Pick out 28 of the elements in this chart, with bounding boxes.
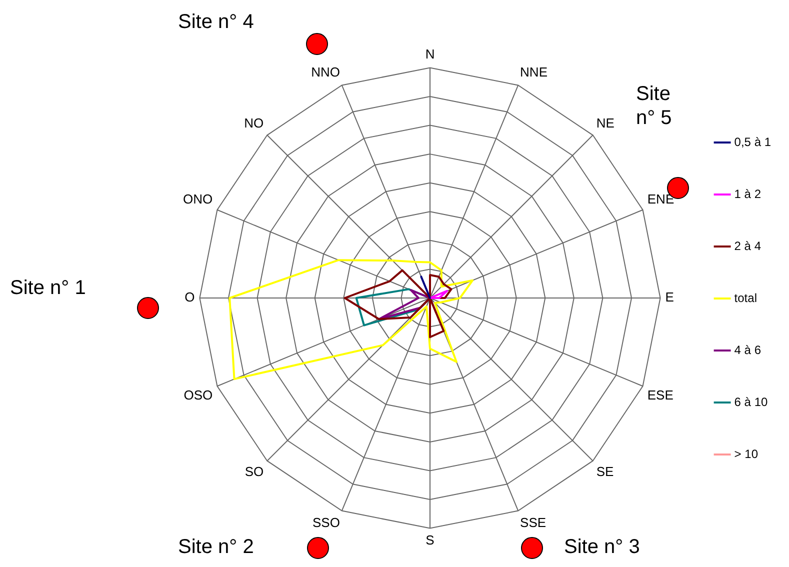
text: Site n° 1 — [10, 276, 87, 300]
spoke-label: O — [184, 290, 195, 305]
legend-label: 4 à 6 — [734, 342, 762, 357]
legend-label: 6 à 10 — [734, 394, 768, 409]
spoke-label: S — [426, 532, 435, 548]
spoke-label: OSO — [184, 387, 213, 402]
spoke-label: SSO — [312, 514, 340, 530]
legend-label: > 10 — [734, 446, 758, 461]
spoke-label: NNE — [520, 64, 548, 80]
legend-label: 1 à 2 — [734, 186, 762, 201]
spoke-label: NO — [244, 115, 264, 130]
legend-label: 2 à 4 — [734, 238, 762, 253]
legend-label: 0,5 à 1 — [734, 134, 772, 149]
text: Site n° 2 — [178, 535, 255, 559]
spoke-label: NE — [596, 115, 615, 130]
spoke-label: NNO — [311, 64, 340, 80]
spoke-label: SSE — [520, 514, 546, 530]
spoke-label: ONO — [182, 192, 213, 207]
spoke-label: ESE — [647, 387, 674, 402]
legend-label: total — [734, 290, 757, 305]
spoke-label: N — [425, 46, 435, 62]
spoke-label: ENE — [647, 192, 674, 207]
spoke-label: SE — [596, 464, 614, 479]
text: Site n° 3 — [564, 535, 641, 559]
spoke-label: E — [665, 290, 674, 305]
text: Site n° 5 — [636, 82, 673, 130]
text: Site n° 4 — [178, 10, 255, 34]
spoke-label: SO — [244, 464, 264, 479]
